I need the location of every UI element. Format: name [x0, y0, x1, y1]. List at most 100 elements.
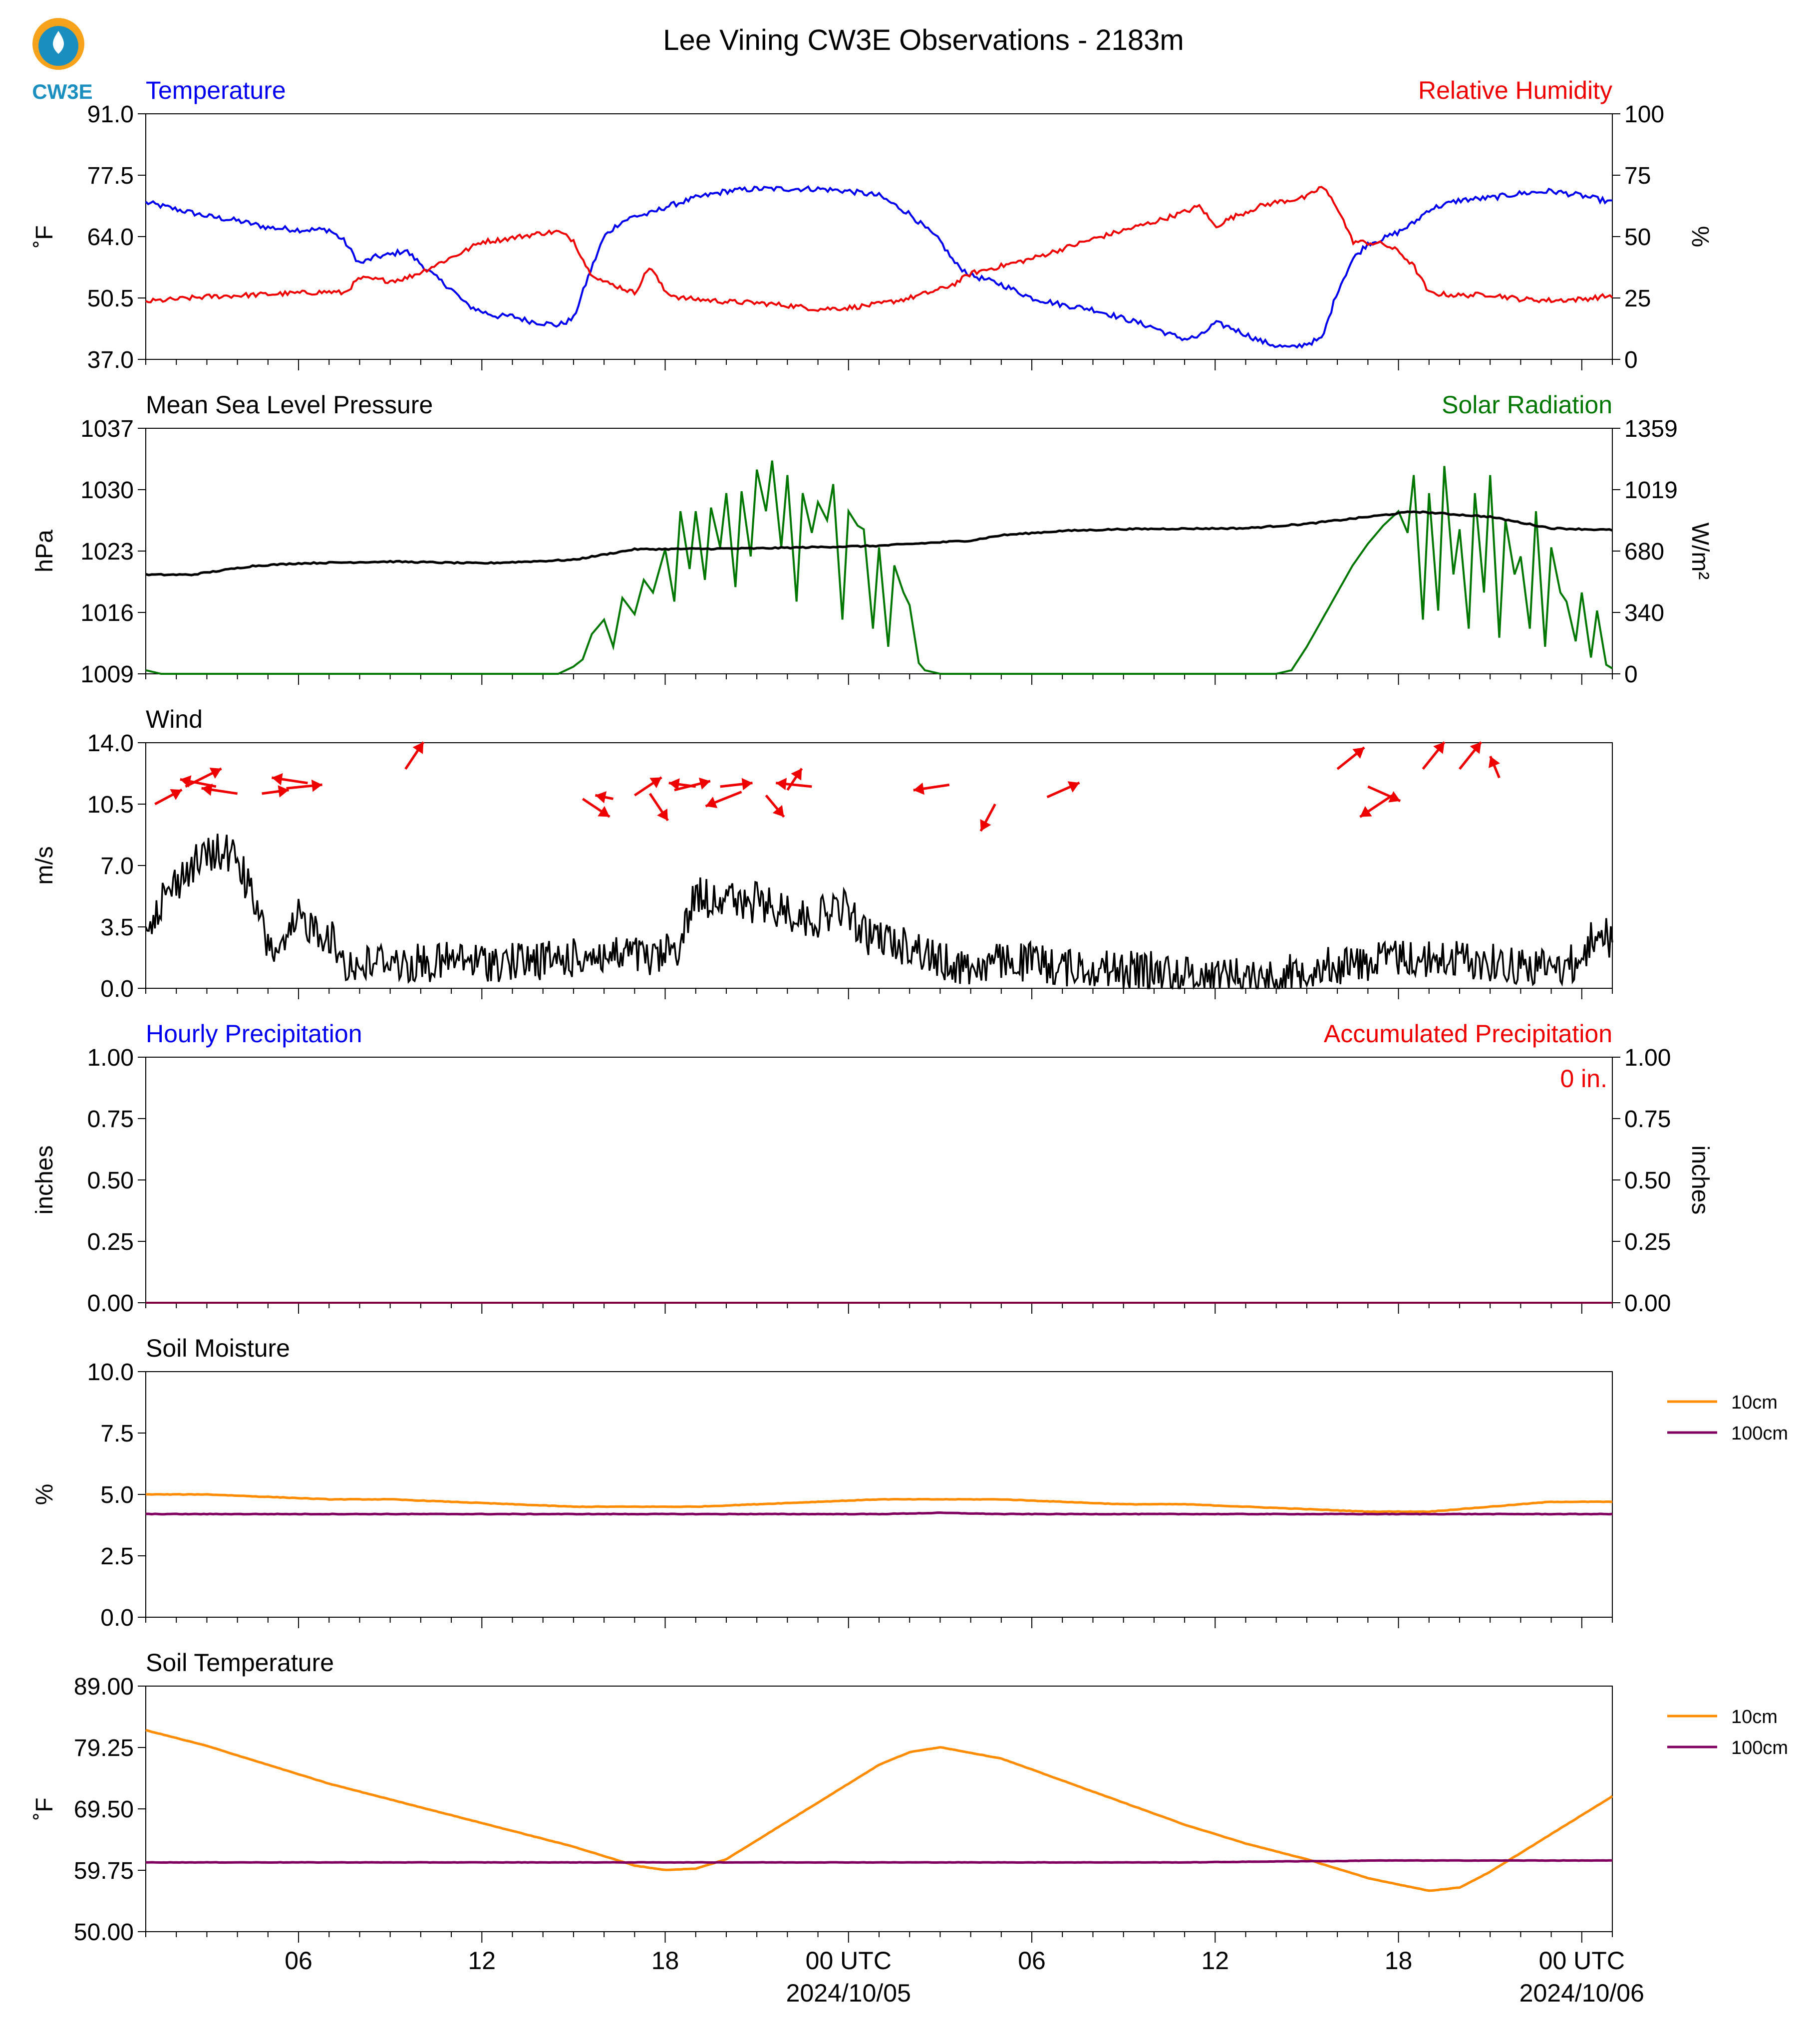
- series-temperature: [145, 185, 1612, 349]
- legend-label: 100cm: [1731, 1738, 1788, 1758]
- plot-frame: [145, 1686, 1613, 1932]
- y-axis-label-right: %: [1687, 226, 1713, 248]
- series-mean-sea-level-pressure: [145, 510, 1613, 577]
- y-tick-label: 0.75: [87, 1106, 134, 1133]
- accumulated-total-label: 0 in.: [1560, 1065, 1607, 1093]
- wind-arrow-head-icon: [657, 808, 668, 821]
- y-tick-label: 1030: [80, 477, 134, 504]
- wind-arrow-head-icon: [1470, 742, 1482, 754]
- y-tick-label: 91.0: [87, 101, 134, 128]
- y-tick-label: 64.0: [87, 224, 134, 251]
- wind-arrow-head-icon: [1489, 756, 1500, 768]
- y-tick-label-right: 0.50: [1624, 1167, 1671, 1194]
- y-axis-label: ˚F: [31, 1797, 58, 1820]
- y-tick-label-right: 100: [1624, 101, 1664, 128]
- series-solar-radiation: [145, 460, 1613, 675]
- x-tick-label: 18: [651, 1947, 679, 1975]
- wind-arrow-head-icon: [1352, 747, 1365, 759]
- y-tick-label: 2.5: [100, 1543, 134, 1570]
- wind-arrow-head-icon: [705, 797, 718, 809]
- series-10cm: [145, 1492, 1613, 1513]
- y-tick-label-right: 680: [1624, 539, 1664, 565]
- legend-label: 100cm: [1731, 1423, 1788, 1444]
- y-tick-label-right: 50: [1624, 224, 1651, 251]
- wind-arrow-head-icon: [412, 742, 424, 754]
- series-100cm: [146, 1511, 1613, 1516]
- panel-hourly-precipitation: Hourly Precipitation Accumulated Precipit…: [31, 1020, 1713, 1317]
- y-tick-label: 59.75: [74, 1858, 134, 1884]
- panel-title-left: Temperature: [146, 76, 286, 104]
- x-tick-label: 12: [1201, 1947, 1229, 1975]
- y-axis-label-right: W/m²: [1687, 523, 1713, 580]
- y-tick-label: 1023: [80, 539, 134, 565]
- panel-soil-moisture: Soil Moisture 0.0 2.5 5.0 7.5 10.0% 10cm 100cm: [31, 1334, 1788, 1631]
- cw3e-logo: CW3E: [32, 18, 93, 103]
- panel-title-right: Solar Radiation: [1442, 391, 1612, 419]
- wind-arrow-head-icon: [209, 767, 222, 779]
- series-relative-humidity: [145, 186, 1613, 312]
- x-tick-label: 00 UTC: [806, 1947, 892, 1975]
- legend-label: 10cm: [1731, 1392, 1778, 1413]
- y-tick-label: 0.0: [100, 1605, 134, 1631]
- y-tick-label: 5.0: [100, 1482, 134, 1508]
- y-tick-label: 0.50: [87, 1167, 134, 1194]
- wind-arrow-head-icon: [170, 789, 182, 800]
- y-tick-label: 1016: [80, 600, 134, 626]
- x-tick-label: 06: [1018, 1947, 1046, 1975]
- panel-title-left: Mean Sea Level Pressure: [146, 391, 433, 419]
- y-tick-label: 10.5: [87, 792, 134, 818]
- y-tick-label: 3.5: [100, 914, 134, 941]
- wind-arrow-head-icon: [913, 782, 924, 795]
- wind-arrow-head-icon: [180, 775, 192, 788]
- panel-title-left: Soil Moisture: [146, 1334, 290, 1362]
- y-tick-label: 1037: [80, 416, 134, 442]
- y-tick-label: 14.0: [87, 730, 134, 757]
- wind-arrow-head-icon: [598, 806, 610, 817]
- panel-temperature: Temperature Relative Humidity 37.0 50.5 64.0…: [31, 76, 1713, 373]
- wind-arrow-head-icon: [272, 773, 283, 786]
- logo-text: CW3E: [32, 80, 92, 103]
- panel-soil-temperature: Soil Temperature 50.00 59.75 69.50 79.25 89.0…: [31, 1649, 1788, 1946]
- y-tick-label-right: 1359: [1624, 416, 1678, 442]
- wind-arrow-head-icon: [741, 778, 753, 791]
- series-10cm: [145, 1729, 1613, 1892]
- wind-arrow-head-icon: [1433, 742, 1445, 754]
- x-tick-label: 12: [468, 1947, 496, 1975]
- wind-arrow-head-icon: [1388, 791, 1401, 803]
- y-tick-label-right: 0.75: [1624, 1106, 1671, 1133]
- figure-title: Lee Vining CW3E Observations - 2183m: [663, 24, 1184, 56]
- y-tick-label: 7.0: [100, 853, 134, 879]
- y-tick-label-right: 75: [1624, 163, 1651, 189]
- wind-arrow-head-icon: [278, 785, 289, 798]
- x-tick-label: 06: [285, 1947, 312, 1975]
- y-tick-label: 79.25: [74, 1735, 134, 1761]
- series-100cm: [146, 1859, 1612, 1864]
- y-tick-label-right: 340: [1624, 600, 1664, 626]
- wind-arrow-head-icon: [649, 777, 662, 789]
- wind-arrow-head-icon: [311, 779, 322, 792]
- panel-title-left: Soil Temperature: [146, 1649, 334, 1677]
- panel-title-left: Wind: [146, 705, 203, 733]
- wind-arrow-head-icon: [1067, 781, 1080, 793]
- y-axis-label: %: [31, 1484, 58, 1505]
- wind-arrow-head-icon: [668, 778, 680, 791]
- x-date-label: 2024/10/06: [1519, 1979, 1644, 2007]
- y-tick-label: 0.0: [100, 976, 134, 1002]
- y-tick-label: 37.0: [87, 347, 134, 373]
- x-tick-label: 18: [1385, 1947, 1413, 1975]
- y-tick-label-right: 1.00: [1624, 1045, 1671, 1071]
- panel-title-left: Hourly Precipitation: [146, 1020, 362, 1048]
- y-axis-label: m/s: [31, 846, 58, 884]
- time-axis: 06 12 18 00 UTC 06 12 18 00 UTC 2024/10/05 2024/1…: [285, 1947, 1644, 2007]
- x-date-label: 2024/10/05: [786, 1979, 911, 2007]
- panel-wind: Wind 0.0 3.5 7.0 10.5 14.0 m/s: [31, 705, 1613, 1002]
- y-axis-label: inches: [31, 1146, 58, 1215]
- y-axis-label: ˚F: [31, 225, 58, 248]
- wind-arrow-head-icon: [791, 768, 802, 781]
- y-tick-label-right: 1019: [1624, 477, 1678, 504]
- y-tick-label: 1.00: [87, 1045, 134, 1071]
- panel-mean-sea-level-pressure: Mean Sea Level Pressure Solar Radiation 10…: [31, 391, 1713, 688]
- wind-arrow-head-icon: [772, 805, 784, 817]
- y-tick-label: 77.5: [87, 163, 134, 189]
